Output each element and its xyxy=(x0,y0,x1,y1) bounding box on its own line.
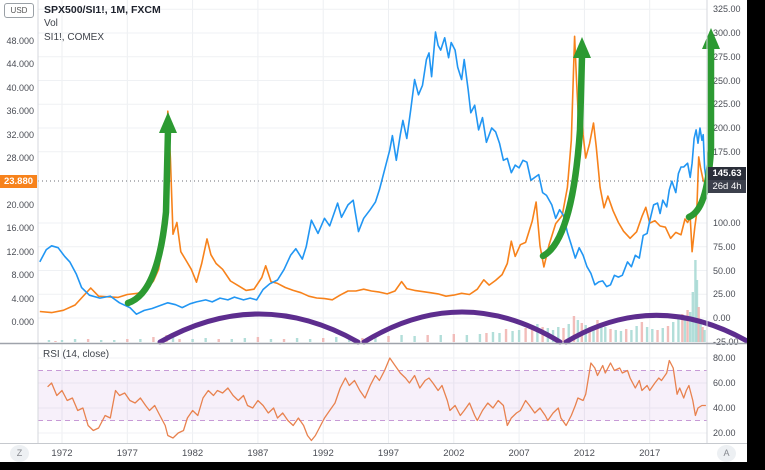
left-axis-tick: 20.000 xyxy=(6,199,34,210)
right-axis-tick: -25.00 xyxy=(713,336,739,347)
volume-bars xyxy=(47,260,706,342)
timezone-button[interactable]: Z xyxy=(10,445,29,462)
spike-arrow-head[interactable] xyxy=(159,112,177,133)
rsi-axis-tick: 80.00 xyxy=(713,353,736,363)
right-axis-tick: 100.00 xyxy=(713,218,741,228)
left-price-axis[interactable]: 48.000 44.000 40.000 36.000 32.000 28.000 20.0… xyxy=(0,0,38,443)
right-axis-tick: 50.00 xyxy=(713,265,736,276)
right-axis-tick: 250.00 xyxy=(713,75,741,86)
bar-close-countdown-tag: 26d 4h xyxy=(708,180,746,193)
spike-arrow-drawing[interactable] xyxy=(685,42,715,221)
cycle-arc-drawing[interactable] xyxy=(157,311,361,345)
time-axis[interactable]: 1972 1977 1982 1987 1992 1997 2002 2007 2012 2017 xyxy=(0,444,747,462)
time-axis-tick: 1972 xyxy=(51,448,73,459)
right-axis-tick: 200.00 xyxy=(713,123,741,133)
left-axis-tick: 32.000 xyxy=(6,129,34,140)
right-axis-tick: 75.00 xyxy=(713,241,736,252)
right-axis-tick: 0.00 xyxy=(713,313,731,323)
rsi-band xyxy=(38,370,707,421)
series-rsi-14-close-[interactable] xyxy=(47,357,706,442)
symbol-title[interactable]: SPX500/SI1!, 1M, FXCM xyxy=(44,4,161,16)
left-axis-tick: 36.000 xyxy=(6,106,34,117)
time-axis-tick: 1987 xyxy=(247,448,269,459)
left-axis-tick: 28.000 xyxy=(6,153,34,164)
left-axis-tick: 16.000 xyxy=(6,223,34,234)
rsi-axis-tick: 20.00 xyxy=(713,428,736,438)
left-axis-tick: 8.000 xyxy=(11,270,34,281)
chart-window: 48.000 44.000 40.000 36.000 32.000 28.000 20.0… xyxy=(0,0,747,462)
right-axis-tick: 225.00 xyxy=(713,99,741,110)
time-axis-tick: 1982 xyxy=(182,448,204,459)
right-axis-tick: 275.00 xyxy=(713,51,741,62)
right-axis-tick: 325.00 xyxy=(713,4,741,15)
time-axis-tick: 1992 xyxy=(312,448,334,459)
spike-arrow-head[interactable] xyxy=(702,28,720,49)
left-axis-tick: 44.000 xyxy=(6,59,34,70)
spike-arrow-drawing[interactable] xyxy=(539,52,586,260)
right-axis-tick: 300.00 xyxy=(713,28,741,38)
cycle-arc-drawing[interactable] xyxy=(361,309,563,345)
spike-arrow-drawing[interactable] xyxy=(124,126,172,307)
chart-legend: SPX500/SI1!, 1M, FXCM Vol SI1!, COMEX xyxy=(44,3,161,45)
time-axis-tick: 1997 xyxy=(377,448,400,459)
rsi-study-label[interactable]: RSI (14, close) xyxy=(43,349,110,360)
silver-last-price-tag: 23.880 xyxy=(0,175,37,188)
time-axis-tick: 2017 xyxy=(639,448,661,459)
ratio-last-price-tag: 145.63 xyxy=(708,167,746,180)
cycle-arc-drawing[interactable] xyxy=(563,312,747,352)
time-axis-tick: 1977 xyxy=(116,448,138,459)
left-axis-tick: 0.000 xyxy=(11,317,34,327)
auto-scale-button[interactable]: A xyxy=(717,445,736,462)
rsi-axis-tick: 40.00 xyxy=(713,403,736,413)
left-axis-tick: 40.000 xyxy=(6,82,34,93)
chart-canvas[interactable] xyxy=(0,0,747,462)
series-si1-comex[interactable] xyxy=(39,35,707,314)
right-axis-tick: 25.00 xyxy=(713,289,736,300)
left-axis-tick: 48.000 xyxy=(6,35,34,46)
spike-arrow-head[interactable] xyxy=(573,37,591,58)
rsi-axis-tick: 60.00 xyxy=(713,378,736,388)
series-spx500-si1-[interactable] xyxy=(39,31,707,316)
currency-usd-button[interactable]: USD xyxy=(4,3,34,18)
time-axis-tick: 2007 xyxy=(508,448,530,459)
left-axis-tick: 12.000 xyxy=(6,246,34,257)
left-axis-tick: 4.000 xyxy=(11,293,34,304)
legend-silver-symbol[interactable]: SI1!, COMEX xyxy=(44,32,105,43)
right-axis-tick: 175.00 xyxy=(713,146,741,157)
time-axis-tick: 2002 xyxy=(443,448,465,459)
legend-volume-study[interactable]: Vol xyxy=(44,18,58,29)
time-axis-tick: 2012 xyxy=(573,448,595,459)
right-price-axis[interactable]: 325.00 300.00 275.00 250.00 225.00 200.00 175.… xyxy=(707,0,747,443)
